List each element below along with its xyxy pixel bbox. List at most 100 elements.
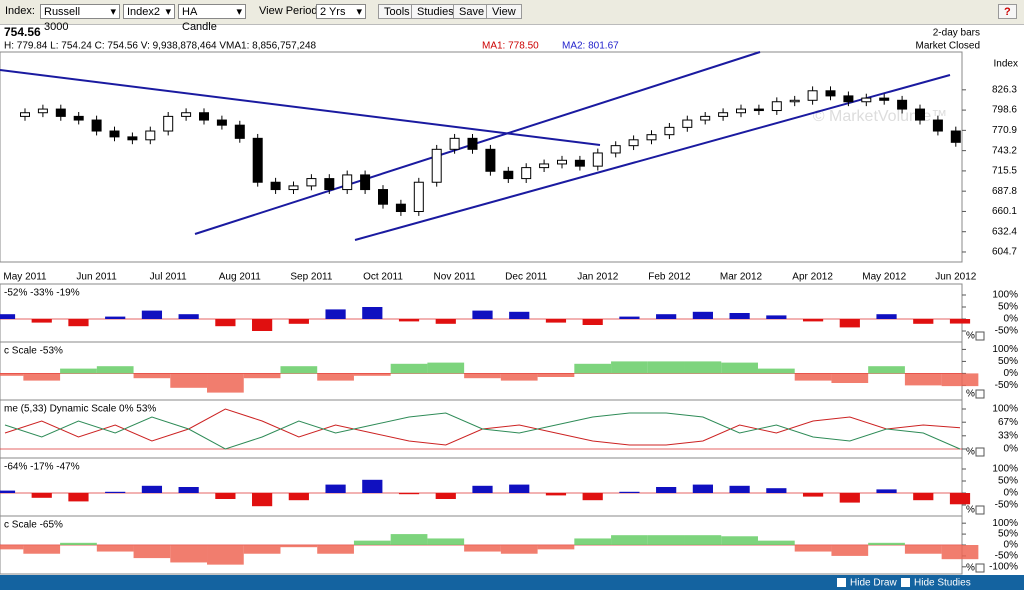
panel-legend: c Scale -65% (4, 520, 63, 531)
hide-draw[interactable]: Hide Draw (850, 578, 897, 589)
x-tick-label: Oct 2011 (363, 272, 403, 283)
area-segment (96, 545, 134, 552)
area-segment (721, 362, 758, 374)
bar (692, 311, 713, 319)
bar (252, 319, 273, 331)
y-tick-label: 50% (998, 356, 1018, 367)
candle-body (73, 115, 84, 121)
candle-body (37, 108, 48, 114)
area-segment (757, 540, 795, 545)
bar (105, 491, 126, 493)
y-tick-label: 50% (998, 476, 1018, 487)
bar (105, 316, 126, 319)
x-tick-label: Aug 2011 (219, 272, 262, 283)
area-segment (500, 545, 538, 554)
button[interactable]: Studies (411, 4, 460, 19)
area-segment (941, 545, 979, 560)
checkbox[interactable] (975, 389, 985, 399)
y-tick-label: 50% (998, 302, 1018, 313)
bottom-bar (0, 575, 1024, 590)
bar (215, 493, 236, 499)
bar (766, 315, 787, 319)
y-tick-label: 798.6 (992, 105, 1017, 116)
candle-body (360, 174, 371, 191)
button[interactable]: Save (453, 4, 491, 19)
candle-body (503, 170, 514, 180)
bar (509, 311, 530, 319)
y-tick-label: 0% (1004, 488, 1019, 499)
index2-select[interactable]: Index2 (123, 4, 175, 20)
bar (839, 493, 860, 503)
checkbox[interactable] (975, 563, 985, 573)
y-tick-label: 604.7 (992, 247, 1017, 258)
bar (325, 309, 346, 319)
bar (949, 319, 971, 324)
y-tick-label: 0% (1004, 444, 1019, 455)
candle-body (181, 112, 192, 117)
y-tick-label: 100% (992, 344, 1018, 355)
area-segment (353, 373, 391, 376)
style-select[interactable]: HA Candle (178, 4, 246, 33)
checkbox[interactable] (975, 447, 985, 457)
area-segment (500, 373, 538, 381)
x-tick-label: Feb 2012 (648, 272, 691, 283)
bar (252, 493, 273, 507)
bar (839, 319, 860, 328)
bar (545, 319, 567, 323)
checkbox[interactable] (975, 505, 985, 515)
area-segment (868, 542, 905, 545)
bar (692, 484, 713, 493)
y-tick-label: -50% (995, 500, 1018, 511)
bar (435, 493, 456, 499)
button[interactable]: View (486, 4, 522, 19)
area-segment (574, 363, 612, 374)
y-tick-label: 0% (1004, 314, 1019, 325)
panel-legend: me (5,33) Dynamic Scale 0% 53% (4, 404, 156, 415)
button[interactable]: Tools (378, 4, 416, 19)
area-segment (60, 542, 97, 545)
bar (472, 310, 493, 319)
candle-body (843, 95, 854, 103)
candle-body (288, 185, 299, 191)
area-segment (611, 361, 648, 374)
candle-body (91, 119, 102, 132)
help-button[interactable]: ? (998, 4, 1017, 19)
hide-studies[interactable]: Hide Studies (914, 578, 971, 589)
bar (435, 319, 456, 324)
bar (656, 487, 677, 493)
x-tick-label: Jan 2012 (577, 272, 619, 283)
bar (656, 314, 677, 319)
y-tick-label: 33% (998, 430, 1018, 441)
x-tick-label: Dec 2011 (505, 272, 548, 283)
toolbar: Index: Russell 3000 Index2 HA Candle Vie… (0, 0, 1024, 33)
scale-toggle: % (966, 505, 975, 516)
candle-body (199, 112, 209, 121)
area-segment (647, 535, 685, 545)
period-select[interactable]: 2 Yrs (316, 4, 366, 20)
bar (398, 319, 420, 322)
y-tick-label: 100% (992, 518, 1018, 529)
ma1: MA1: 778.50 (482, 41, 539, 52)
candle-body (306, 178, 317, 187)
bar (802, 493, 824, 497)
area-segment (831, 545, 869, 556)
bar (68, 319, 89, 327)
candle-body (915, 108, 925, 121)
candle-body (431, 148, 442, 183)
axis-label: Index (994, 59, 1018, 70)
candle-body (700, 115, 711, 121)
index-select[interactable]: Russell 3000 (40, 4, 120, 33)
bar (913, 319, 934, 324)
y-tick-label: -50% (995, 551, 1018, 562)
area-segment (243, 545, 281, 554)
area-segment (96, 366, 134, 374)
candle-body (897, 99, 908, 110)
checkbox[interactable] (837, 578, 846, 587)
bar (472, 485, 493, 493)
candle-body (234, 124, 245, 139)
checkbox[interactable] (901, 578, 910, 587)
area-segment (317, 373, 354, 381)
checkbox[interactable] (975, 331, 985, 341)
